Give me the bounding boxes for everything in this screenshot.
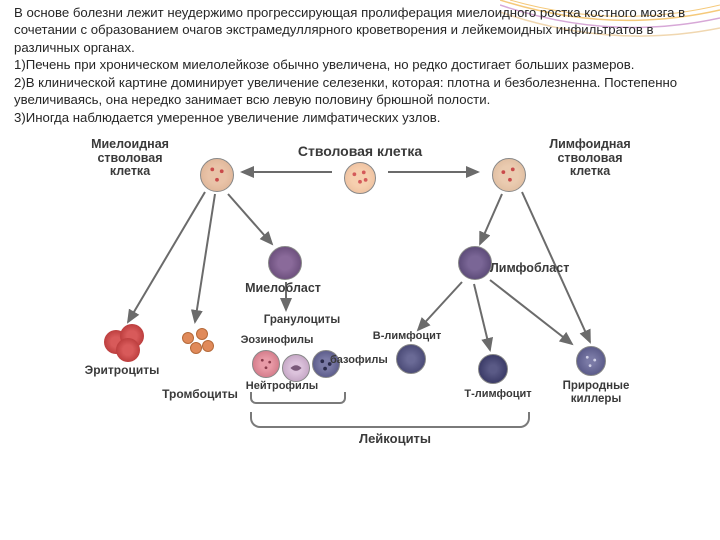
bracket-granulocytes	[250, 392, 346, 404]
paragraph-3: 2)В клинической картине доминирует увели…	[14, 74, 706, 109]
cell-myeloblast	[268, 246, 302, 280]
cell-stem	[344, 162, 376, 194]
body-text: В основе болезни лежит неудержимо прогре…	[0, 0, 720, 132]
cell-nk	[576, 346, 606, 376]
label-lymphoid-stem: Лимфоидная стволовая клетка	[530, 138, 650, 179]
paragraph-1: В основе болезни лежит неудержимо прогре…	[14, 4, 706, 56]
label-lymphoblast: Лимфобласт	[490, 262, 600, 276]
paragraph-4: 3)Иногда наблюдается умеренное увеличени…	[14, 109, 706, 126]
label-b-lymphocyte: В-лимфоцит	[362, 330, 452, 342]
cell-myeloid-stem	[200, 158, 234, 192]
label-myeloid-stem: Миелоидная стволовая клетка	[70, 138, 190, 179]
label-leukocytes: Лейкоциты	[340, 432, 450, 446]
bracket-leukocytes	[250, 412, 530, 428]
label-myeloblast: Миелобласт	[223, 282, 343, 296]
label-t-lymphocyte: Т-лимфоцит	[448, 388, 548, 400]
paragraph-2: 1)Печень при хроническом миелолейкозе об…	[14, 56, 706, 73]
label-eosinophils: Эозинофилы	[232, 334, 322, 346]
cell-t-lymphocyte	[478, 354, 508, 384]
cell-lymphoblast	[458, 246, 492, 280]
cell-thrombocytes	[180, 328, 216, 360]
cell-erythrocytes	[104, 324, 148, 360]
label-neutrophils: Нейтрофилы	[232, 380, 332, 392]
label-stem: Стволовая клетка	[290, 144, 430, 159]
label-granulocytes: Гранулоциты	[252, 314, 352, 327]
label-nk: Природные киллеры	[546, 380, 646, 405]
cell-lymphoid-stem	[492, 158, 526, 192]
label-erythrocytes: Эритроциты	[72, 364, 172, 377]
cell-b-lymphocyte	[396, 344, 426, 374]
cell-eosinophil	[252, 350, 280, 378]
hematopoiesis-diagram: Миелоидная стволовая клетка Стволовая кл…	[0, 132, 720, 467]
cell-neutrophil	[282, 354, 310, 382]
